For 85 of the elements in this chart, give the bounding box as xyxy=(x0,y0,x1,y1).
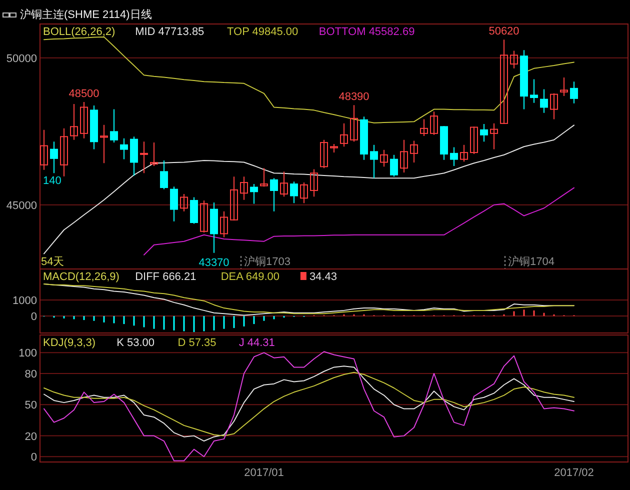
candlestick xyxy=(130,136,138,176)
candlestick xyxy=(180,194,188,212)
candlestick xyxy=(490,122,498,150)
x-tick-label: 2017/02 xyxy=(554,467,594,479)
candlestick xyxy=(200,200,208,234)
candlestick xyxy=(110,108,118,144)
candlestick xyxy=(60,128,68,177)
candlestick xyxy=(70,104,78,140)
legend-label: 34.43 xyxy=(309,271,337,283)
candlestick xyxy=(190,196,198,224)
legend-title: BOLL(26,26,2) xyxy=(43,26,116,38)
line-series xyxy=(144,187,574,256)
annotation: 50620 xyxy=(488,26,520,38)
candlestick xyxy=(220,210,228,238)
annotation: 43370 xyxy=(198,256,230,269)
candlestick xyxy=(160,160,168,190)
legend-title: KDJ(9,3,3) xyxy=(43,337,96,349)
series-label: DIFF 666.21 xyxy=(135,271,196,283)
line-series xyxy=(44,366,574,442)
candlestick xyxy=(430,111,438,136)
candlestick xyxy=(420,118,428,137)
y-tick-label: 20 xyxy=(24,430,37,443)
y-tick-label: 50000 xyxy=(6,52,37,65)
y-tick-label: 80 xyxy=(24,368,37,380)
candlestick xyxy=(260,168,268,188)
line-series xyxy=(44,351,574,462)
candlestick xyxy=(170,186,178,222)
candlestick xyxy=(570,81,578,104)
candlestick xyxy=(500,39,508,124)
annotation: 54天 xyxy=(41,256,64,268)
candlestick xyxy=(540,88,548,114)
legend-title: MACD(12,26,9) xyxy=(43,271,120,283)
annotation: 48500 xyxy=(68,88,100,100)
text: K 53.00 xyxy=(116,337,155,349)
candlestick xyxy=(560,77,568,97)
candlestick xyxy=(290,181,298,204)
annotation: 48390 xyxy=(338,91,370,104)
candlestick xyxy=(390,154,398,178)
text: BOTTOM 45582.69 xyxy=(318,26,415,38)
candlestick xyxy=(40,129,48,170)
candlestick xyxy=(320,139,328,169)
candlestick xyxy=(100,124,108,164)
candlestick xyxy=(50,141,58,174)
series-label: J 44.31 xyxy=(238,337,275,349)
text: MID 47713.85 xyxy=(135,26,204,38)
candlestick xyxy=(310,168,318,198)
candlestick xyxy=(270,178,278,212)
y-tick-label: 50 xyxy=(24,400,37,412)
candlestick xyxy=(550,92,558,120)
y-tick-label: 100 xyxy=(18,348,37,360)
text: D 57.35 xyxy=(178,337,216,349)
candlestick xyxy=(410,140,418,164)
annotation: 140 xyxy=(43,175,62,187)
candlestick xyxy=(470,126,478,154)
annotation: 沪铜1704 xyxy=(508,255,554,268)
candlestick xyxy=(120,138,128,160)
chart-title: 沪铜主连(SHME 2114)日线 xyxy=(20,8,152,21)
y-tick-label: 0 xyxy=(30,311,37,324)
candlestick xyxy=(300,182,308,204)
text: TOP 49845.00 xyxy=(227,26,298,38)
candlestick xyxy=(510,50,518,69)
line-series xyxy=(44,372,574,436)
candlestick xyxy=(250,184,258,204)
candlestick xyxy=(480,124,488,142)
candlestick xyxy=(350,104,358,142)
line-series xyxy=(44,124,574,254)
y-tick-label: 0 xyxy=(30,452,37,464)
candlestick xyxy=(380,149,388,168)
candlestick xyxy=(400,139,408,174)
candlestick xyxy=(370,144,378,179)
candlestick xyxy=(140,141,148,174)
y-tick-label: 1000 xyxy=(12,295,37,308)
candlestick xyxy=(340,122,348,148)
candlestick xyxy=(280,171,288,198)
annotation: 沪铜1703 xyxy=(244,255,290,268)
text: DEA 649.00 xyxy=(220,271,280,283)
candlestick xyxy=(80,101,88,139)
candlestick xyxy=(450,146,458,167)
candlestick xyxy=(240,176,248,200)
candlestick xyxy=(230,176,238,221)
candlestick xyxy=(530,78,538,104)
y-tick-label: 45000 xyxy=(6,200,37,212)
x-tick-label: 2017/01 xyxy=(244,467,284,479)
candlestick xyxy=(150,142,158,167)
candlestick xyxy=(460,144,468,162)
